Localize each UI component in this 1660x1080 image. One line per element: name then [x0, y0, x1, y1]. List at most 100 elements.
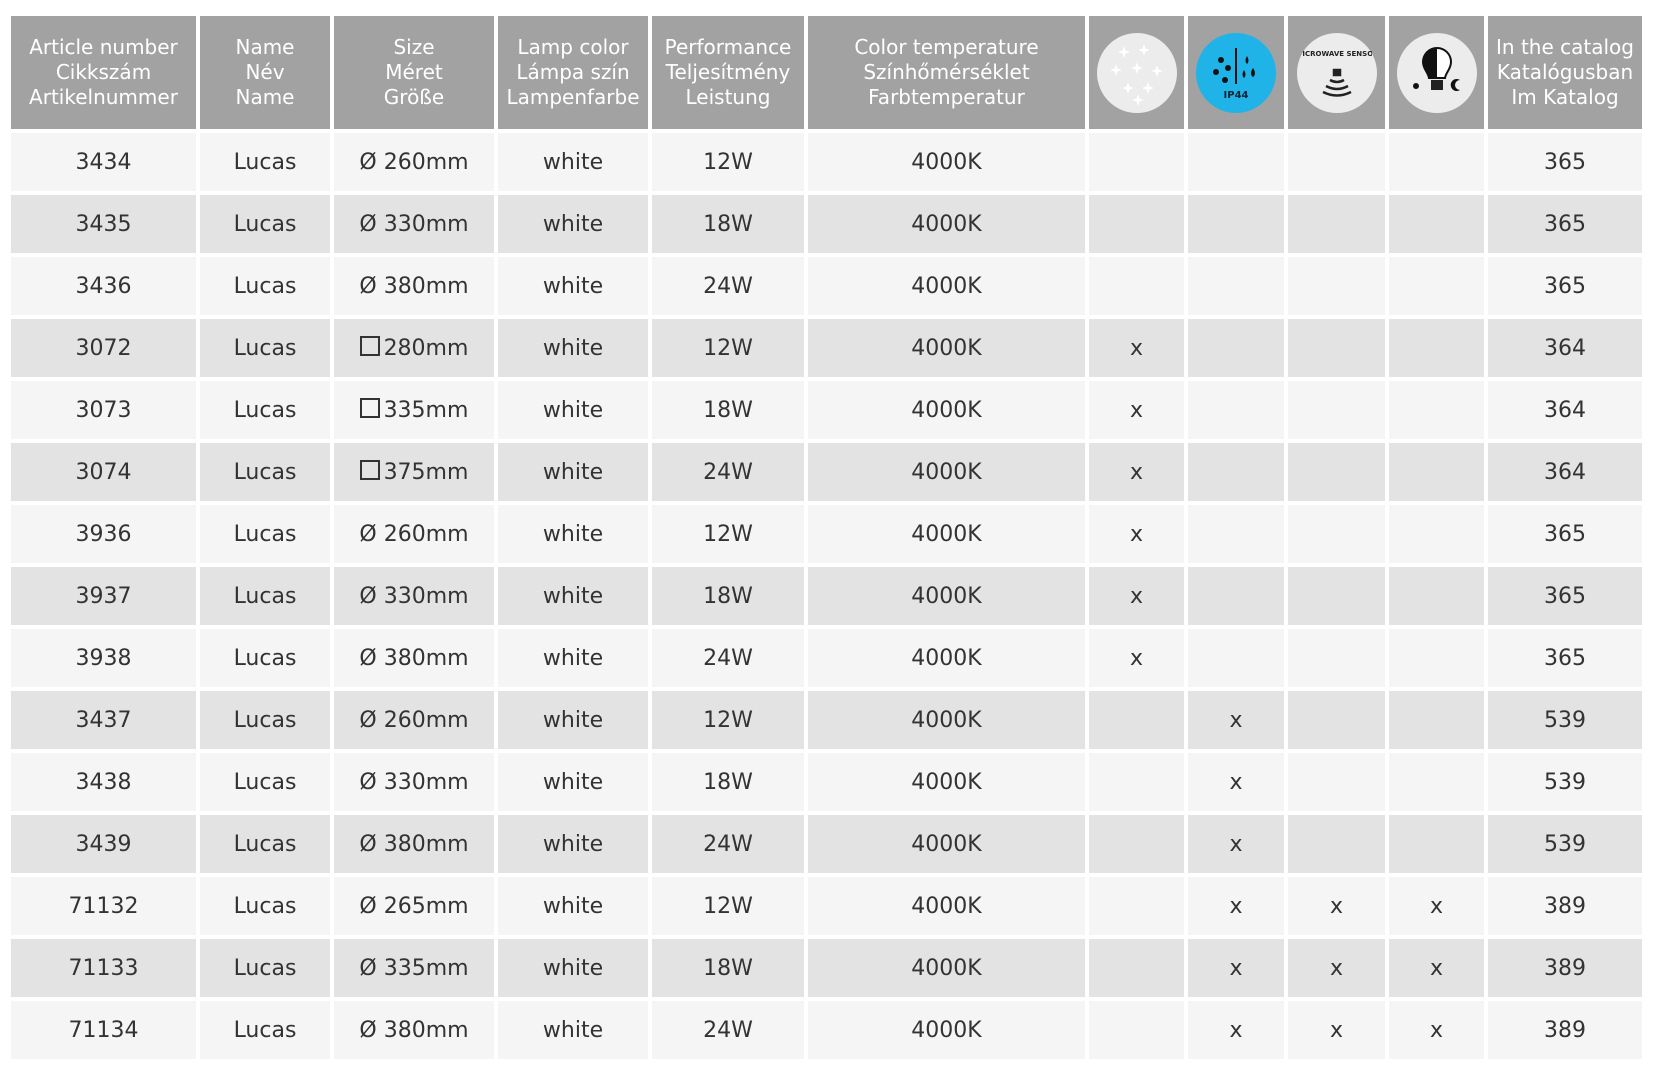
cell-sensor: x — [1288, 939, 1385, 997]
cell-catalog: 389 — [1488, 939, 1642, 997]
catalog-value: 539 — [1544, 769, 1586, 795]
cell-size: Ø 260mm — [334, 691, 494, 749]
ip44-icon: IP44 — [1196, 32, 1276, 113]
cell-color: white — [498, 629, 648, 687]
table-row: 3434 Lucas Ø 260mm white 12W 4000K 365 — [11, 133, 1642, 191]
size-value: Ø 380mm — [359, 273, 469, 299]
cell-catalog: 539 — [1488, 815, 1642, 873]
header-label: Cikkszám — [55, 60, 152, 84]
power-value: 18W — [703, 955, 753, 981]
cell-temp: 4000K — [808, 505, 1085, 563]
article-value: 3073 — [75, 397, 132, 423]
cell-temp: 4000K — [808, 319, 1085, 377]
temp-value: 4000K — [911, 459, 982, 485]
catalog-value: 389 — [1544, 1017, 1586, 1043]
cell-size: Ø 330mm — [334, 753, 494, 811]
cell-daynight — [1389, 133, 1484, 191]
cell-sensor — [1288, 753, 1385, 811]
cell-star — [1089, 1001, 1184, 1059]
power-value: 24W — [703, 273, 753, 299]
table-row: 3437 Lucas Ø 260mm white 12W 4000K x 539 — [11, 691, 1642, 749]
cell-sensor — [1288, 691, 1385, 749]
header-label: Artikelnummer — [29, 85, 178, 109]
cell-article: 3436 — [11, 257, 196, 315]
size-value: Ø 380mm — [359, 831, 469, 857]
cell-star — [1089, 691, 1184, 749]
catalog-value: 539 — [1544, 707, 1586, 733]
cell-temp: 4000K — [808, 939, 1085, 997]
size-value: Ø 335mm — [359, 955, 469, 981]
color-value: white — [542, 645, 604, 671]
article-value: 71134 — [68, 1017, 139, 1043]
cell-color: white — [498, 567, 648, 625]
cell-daynight: x — [1389, 939, 1484, 997]
cell-color: white — [498, 505, 648, 563]
cell-article: 3438 — [11, 753, 196, 811]
ip44-value: x — [1229, 955, 1243, 981]
cell-color: white — [498, 815, 648, 873]
temp-value: 4000K — [911, 521, 982, 547]
cell-size: 375mm — [334, 443, 494, 501]
name-value: Lucas — [233, 583, 297, 609]
cell-daynight: x — [1389, 877, 1484, 935]
cell-size: Ø 380mm — [334, 1001, 494, 1059]
cell-star: x — [1089, 629, 1184, 687]
color-value: white — [542, 707, 604, 733]
table-row: 71134 Lucas Ø 380mm white 24W 4000K x x x 389 — [11, 1001, 1642, 1059]
temp-value: 4000K — [911, 583, 982, 609]
cell-catalog: 389 — [1488, 877, 1642, 935]
article-value: 3937 — [75, 583, 132, 609]
cell-star — [1089, 939, 1184, 997]
table-row: 3435 Lucas Ø 330mm white 18W 4000K 365 — [11, 195, 1642, 253]
cell-sensor — [1288, 133, 1385, 191]
cell-article: 3439 — [11, 815, 196, 873]
cell-daynight — [1389, 567, 1484, 625]
catalog-value: 364 — [1544, 459, 1586, 485]
size-value: Ø 380mm — [359, 1017, 469, 1043]
cell-article: 3074 — [11, 443, 196, 501]
name-value: Lucas — [233, 211, 297, 237]
article-value: 3074 — [75, 459, 132, 485]
cell-color: white — [498, 753, 648, 811]
cell-power: 24W — [652, 257, 804, 315]
cell-temp: 4000K — [808, 257, 1085, 315]
power-value: 18W — [703, 397, 753, 423]
cell-daynight — [1389, 753, 1484, 811]
cell-article: 3072 — [11, 319, 196, 377]
table-row: 3937 Lucas Ø 330mm white 18W 4000K x 365 — [11, 567, 1642, 625]
header-label: In the catalog — [1496, 35, 1634, 59]
cell-power: 18W — [652, 753, 804, 811]
cell-size: Ø 335mm — [334, 939, 494, 997]
cell-article: 71133 — [11, 939, 196, 997]
catalog-value: 365 — [1544, 583, 1586, 609]
cell-size: Ø 260mm — [334, 133, 494, 191]
size-value: Ø 330mm — [359, 211, 469, 237]
cell-article: 3434 — [11, 133, 196, 191]
cell-color: white — [498, 939, 648, 997]
power-value: 18W — [703, 769, 753, 795]
cell-sensor — [1288, 567, 1385, 625]
sensor-value: x — [1329, 1017, 1344, 1043]
catalog-value: 365 — [1544, 521, 1586, 547]
cell-power: 18W — [652, 381, 804, 439]
header-col-2: Size Méret Größe — [334, 16, 494, 129]
cell-catalog: 364 — [1488, 381, 1642, 439]
article-value: 3938 — [75, 645, 132, 671]
cell-name: Lucas — [200, 877, 330, 935]
cell-name: Lucas — [200, 505, 330, 563]
header-label: Article number — [29, 35, 178, 59]
cell-star — [1089, 753, 1184, 811]
cell-sensor — [1288, 629, 1385, 687]
table-row: 3439 Lucas Ø 380mm white 24W 4000K x 539 — [11, 815, 1642, 873]
power-value: 12W — [703, 893, 753, 919]
cell-sensor — [1288, 815, 1385, 873]
color-value: white — [542, 335, 604, 361]
cell-name: Lucas — [200, 443, 330, 501]
header-label: Im Katalog — [1511, 85, 1619, 109]
temp-value: 4000K — [911, 149, 982, 175]
size-value: Ø 330mm — [359, 583, 469, 609]
color-value: white — [542, 149, 604, 175]
temp-value: 4000K — [911, 645, 982, 671]
size-value: Ø 265mm — [359, 893, 469, 919]
catalog-value: 364 — [1544, 335, 1586, 361]
